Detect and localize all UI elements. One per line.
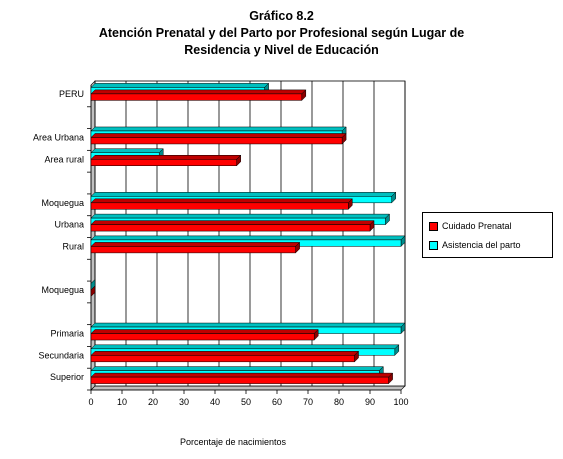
bar bbox=[90, 355, 355, 363]
bar bbox=[90, 93, 303, 101]
plot-floor bbox=[90, 385, 406, 391]
bar bbox=[90, 202, 349, 210]
bar-top-face bbox=[90, 213, 391, 219]
bar bbox=[90, 224, 371, 232]
bar-top-face bbox=[90, 344, 400, 350]
bar-top-face bbox=[90, 83, 270, 88]
bar bbox=[90, 137, 343, 145]
legend-swatch-cyan bbox=[429, 240, 438, 250]
bar-top-face bbox=[90, 220, 375, 225]
x-tick-label: 50 bbox=[241, 397, 251, 407]
bar-top-face bbox=[90, 192, 397, 197]
chart-title-line-2: Atención Prenatal y del Parto por Profes… bbox=[98, 26, 465, 40]
x-tick-label: 80 bbox=[334, 397, 344, 407]
chart-title-line-1: Gráfico 8.2 bbox=[249, 9, 314, 23]
x-axis-label: Porcentaje de nacimientos bbox=[180, 437, 287, 447]
category-label: Urbana bbox=[54, 220, 84, 230]
x-tick-label: 20 bbox=[148, 397, 158, 407]
bar-top-face bbox=[90, 126, 347, 132]
bar-top-face bbox=[90, 329, 319, 334]
bar-top-face bbox=[90, 133, 347, 138]
bar bbox=[90, 376, 389, 384]
bar bbox=[90, 246, 296, 254]
bar-top-face bbox=[90, 372, 394, 378]
category-label: Area Urbana bbox=[33, 132, 84, 142]
bar-top-face bbox=[90, 235, 406, 241]
bar bbox=[90, 159, 237, 166]
category-label: PERU bbox=[59, 89, 84, 99]
legend-swatch-red bbox=[429, 221, 438, 231]
chart-legend: Cuidado Prenatal Asistencia del parto bbox=[422, 212, 553, 258]
bar-top-face bbox=[90, 366, 384, 371]
bar-top-face bbox=[90, 198, 353, 204]
x-tick-label: 60 bbox=[272, 397, 282, 407]
x-tick-label: 70 bbox=[303, 397, 313, 407]
bar-top-face bbox=[90, 155, 242, 160]
category-label: Superior bbox=[50, 372, 84, 382]
legend-label: Asistencia del parto bbox=[442, 240, 521, 250]
category-label: Area rural bbox=[44, 154, 84, 164]
category-label: Rural bbox=[62, 241, 84, 251]
x-tick-label: 0 bbox=[88, 397, 93, 407]
bar-top-face bbox=[90, 242, 301, 247]
x-tick-label: 40 bbox=[210, 397, 220, 407]
bar-top-face bbox=[90, 89, 307, 95]
x-tick-label: 30 bbox=[179, 397, 189, 407]
legend-item-cuidado-prenatal: Cuidado Prenatal bbox=[429, 219, 512, 233]
bar-top-face bbox=[90, 351, 360, 356]
legend-item-asistencia-parto: Asistencia del parto bbox=[429, 238, 521, 252]
x-tick-label: 10 bbox=[117, 397, 127, 407]
bar bbox=[90, 333, 315, 341]
bar-top-face bbox=[90, 322, 406, 328]
category-label: Primaria bbox=[50, 329, 84, 339]
chart-title-line-3: Residencia y Nivel de Educación bbox=[184, 43, 379, 57]
bar-top-face bbox=[90, 148, 164, 153]
category-label: Moquegua bbox=[41, 198, 84, 208]
x-tick-label: 90 bbox=[365, 397, 375, 407]
legend-label: Cuidado Prenatal bbox=[442, 221, 512, 231]
x-tick-label: 100 bbox=[393, 397, 408, 407]
category-label: Moquegua bbox=[41, 285, 84, 295]
category-label: Secundaria bbox=[38, 350, 84, 360]
bar-end-face bbox=[90, 285, 96, 298]
